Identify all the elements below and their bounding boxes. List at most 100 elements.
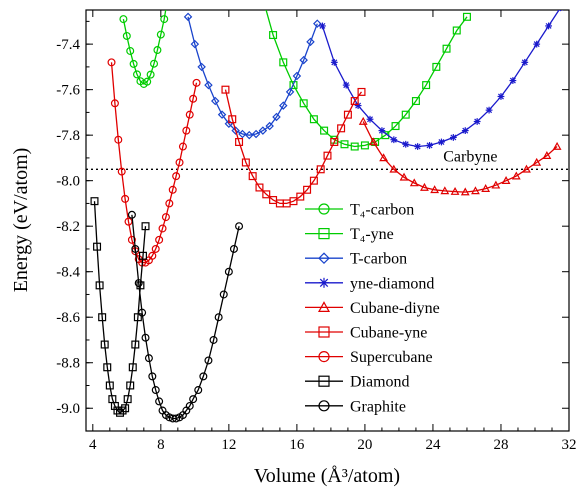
series-6-point: [114, 135, 123, 144]
series-1-point: [391, 122, 400, 131]
series-2-point: [245, 130, 254, 140]
series-4-point: [532, 157, 542, 166]
series-5-point: [228, 115, 237, 124]
series-7-point: [95, 281, 104, 290]
series-8-point: [131, 244, 140, 253]
series-1-point: [452, 26, 461, 35]
legend-item: Diamond: [305, 374, 410, 391]
series-3-point: [366, 115, 374, 123]
series-4-point: [399, 172, 409, 181]
series-8-point: [199, 372, 208, 381]
series-1-point: [299, 99, 308, 108]
series-5-point: [323, 151, 332, 160]
series-8-point: [141, 333, 150, 342]
series-4-point: [460, 187, 470, 196]
series-1-point: [279, 58, 288, 67]
legend-item: Cubane-yne: [305, 325, 427, 342]
series-4-point: [542, 151, 552, 159]
series-5-point: [330, 137, 339, 146]
y-tick-label: -8.0: [56, 174, 80, 190]
series-3-point: [414, 143, 422, 150]
series-4-point: [358, 116, 368, 125]
series-5-line: [224, 89, 363, 205]
legend: T₄-carbon T₄-yne T-carbon yne-diamond Cubane…: [305, 202, 440, 415]
legend-marker: [318, 400, 330, 412]
series-6-point: [182, 126, 191, 135]
series-5-point: [241, 158, 250, 167]
legend-marker: [318, 228, 330, 240]
series-0-point: [133, 70, 142, 79]
y-tick-label: -7.8: [56, 128, 80, 144]
series-7-point: [93, 242, 102, 251]
legend-item: T₄-yne: [305, 226, 394, 243]
series-5-point: [309, 176, 318, 185]
series-8-point: [138, 308, 147, 317]
x-tick-label: 4: [89, 437, 97, 453]
legend-item: yne-diamond: [305, 275, 434, 292]
y-tick-label: -7.4: [56, 37, 80, 53]
legend-marker: [319, 277, 329, 288]
series-7-point: [121, 404, 130, 413]
series-2-line: [187, 16, 318, 136]
legend-marker: [318, 351, 330, 363]
series-1-point: [309, 115, 318, 124]
series-3-point: [521, 58, 529, 66]
carbyne-label: Carbyne: [443, 148, 497, 165]
series-1-point: [289, 81, 298, 90]
series-7-point: [105, 381, 114, 390]
series-5-point: [248, 172, 257, 181]
series-8-point: [172, 414, 181, 423]
x-tick-label: 24: [425, 437, 441, 453]
series-7-point: [128, 363, 137, 372]
legend-item: T₄-carbon: [305, 202, 414, 219]
series-1-point: [401, 110, 410, 119]
series-5-point: [303, 185, 312, 194]
series-3-point: [402, 140, 410, 148]
series-1-point: [411, 97, 420, 106]
series-6-point: [117, 167, 126, 176]
series-8-point: [235, 222, 244, 231]
series-8-point: [189, 395, 198, 404]
series-3-point: [390, 136, 398, 144]
series-4-point: [389, 164, 399, 173]
x-axis-title: Volume (Å³/atom): [254, 465, 400, 487]
series-7-point: [118, 406, 127, 415]
series-6-point: [121, 194, 130, 203]
legend-item: T-carbon: [305, 251, 407, 268]
series-2-point: [183, 12, 193, 22]
series-2-point: [299, 55, 308, 65]
series-8-point: [209, 335, 218, 344]
series-1-point: [422, 81, 431, 90]
series-7-point: [98, 313, 107, 322]
series-6-point: [168, 185, 177, 194]
series-3-line: [321, 10, 560, 148]
series-6-point: [151, 244, 160, 253]
series-1-point: [442, 44, 451, 53]
series-3-point: [473, 118, 481, 125]
series-0-line: [122, 10, 167, 85]
series-7-point: [141, 222, 150, 231]
series-3-point: [330, 58, 338, 66]
series-4-point: [471, 186, 480, 195]
series-4-line: [362, 121, 558, 193]
series-1-point: [360, 141, 369, 150]
series-2-point: [285, 87, 295, 97]
series-1-point: [259, 0, 266, 2]
series-3-point: [461, 127, 469, 135]
series-1-point: [269, 31, 278, 40]
y-tick-label: -8.4: [56, 265, 80, 281]
series-6-point: [148, 251, 157, 260]
series-0-point: [143, 77, 152, 86]
series-5-point: [255, 183, 264, 192]
series-0-point: [164, 0, 171, 2]
series-1-line: [265, 10, 468, 148]
series-3-point: [545, 22, 552, 30]
series-4-point: [491, 180, 501, 189]
series-5-point: [337, 124, 346, 133]
x-tick-label: 32: [562, 437, 577, 453]
series-6-point: [192, 78, 201, 87]
series-0: [119, 0, 171, 88]
series-6-line: [110, 62, 198, 264]
series-5-point: [343, 110, 352, 119]
series-7-line: [93, 201, 147, 414]
